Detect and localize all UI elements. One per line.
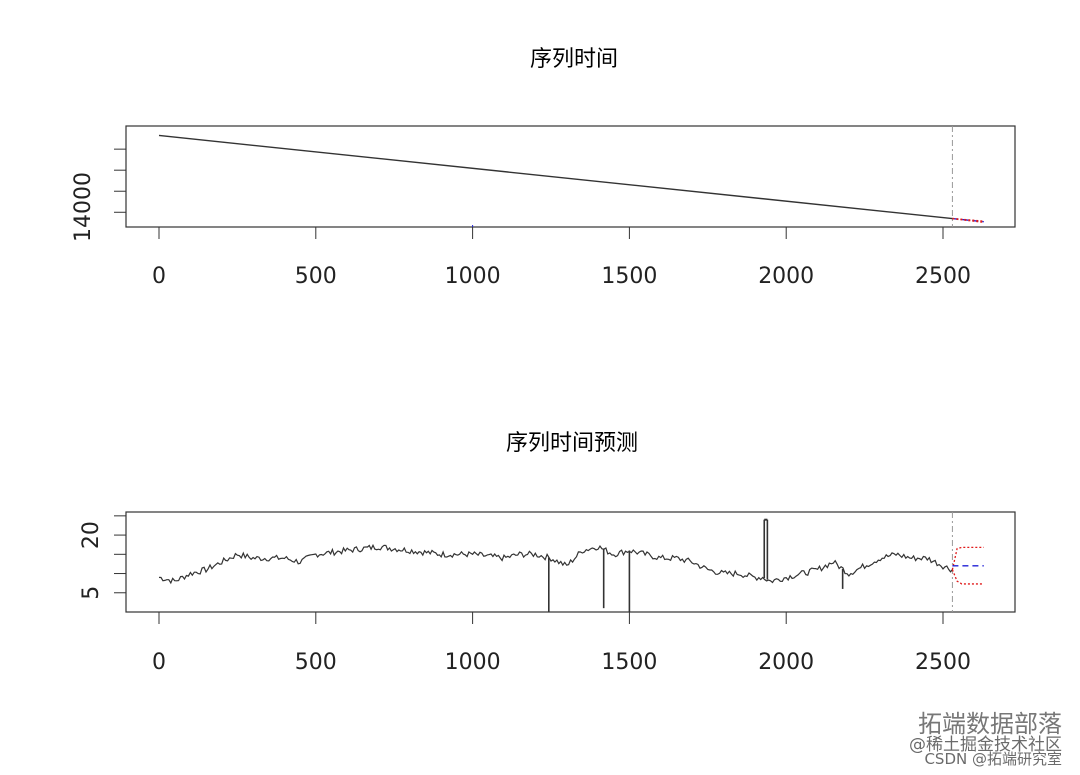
chart-top-frame	[125, 125, 1016, 228]
chart-top-y-tick-label: 14000	[71, 172, 96, 242]
x-tick-label: 1000	[445, 650, 501, 675]
series-observed	[158, 134, 953, 220]
chart-top: 序列时间 0 500 1000 1500 2000 2500 14000	[71, 47, 1016, 289]
chart-bottom-axes: 0 500 1000 1500 2000 2500 5 20	[79, 515, 971, 675]
x-tick-label: 1500	[601, 650, 657, 675]
series-forecast-lower	[951, 569, 984, 585]
chart-top-series	[158, 126, 984, 227]
chart-bottom-series	[158, 512, 984, 612]
x-tick-label: 500	[295, 264, 337, 289]
chart-bottom: 序列时间预测 0 500 1000 1500 2000 2500 5 20	[79, 431, 1016, 675]
x-tick-label: 2000	[758, 264, 814, 289]
x-tick-label: 2500	[915, 264, 971, 289]
watermark-line3: CSDN @拓端研究室	[924, 750, 1062, 768]
series-forecast-lower	[952, 218, 984, 223]
x-tick-label: 2500	[915, 650, 971, 675]
x-tick-label: 500	[295, 650, 337, 675]
x-tick-label: 0	[152, 264, 166, 289]
chart-top-title: 序列时间	[530, 47, 618, 72]
chart-bottom-frame	[125, 511, 1016, 613]
series-observed	[158, 543, 953, 585]
chart-top-axes: 0 500 1000 1500 2000 2500	[114, 148, 971, 289]
series-forecast-upper	[951, 546, 984, 570]
x-tick-label: 0	[152, 650, 166, 675]
chart-bottom-title: 序列时间预测	[506, 431, 638, 456]
x-tick-label: 1500	[601, 264, 657, 289]
y-tick-label: 20	[79, 521, 104, 549]
x-tick-label: 1000	[445, 264, 501, 289]
x-tick-label: 2000	[758, 650, 814, 675]
y-tick-label: 5	[79, 586, 104, 600]
watermark-line1: 拓端数据部落	[918, 710, 1062, 738]
watermark-line2: @稀土掘金技术社区	[909, 735, 1062, 755]
